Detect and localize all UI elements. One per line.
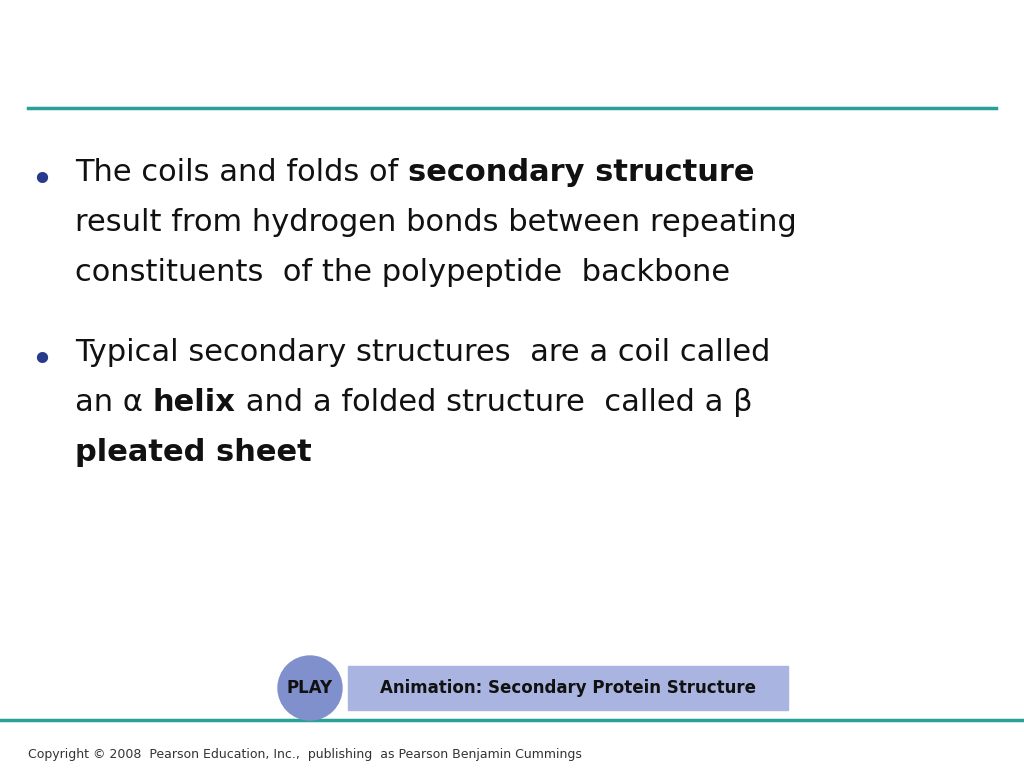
Text: Animation: Secondary Protein Structure: Animation: Secondary Protein Structure: [380, 679, 756, 697]
Text: The coils and folds of: The coils and folds of: [75, 158, 408, 187]
FancyBboxPatch shape: [348, 666, 788, 710]
Text: constituents  of the polypeptide  backbone: constituents of the polypeptide backbone: [75, 258, 730, 287]
Text: and a folded structure  called a β: and a folded structure called a β: [236, 388, 752, 417]
Text: •: •: [31, 342, 53, 380]
Text: an α: an α: [75, 388, 153, 417]
Text: helix: helix: [153, 388, 236, 417]
Text: secondary structure: secondary structure: [408, 158, 755, 187]
Text: Typical secondary structures  are a coil called: Typical secondary structures are a coil …: [75, 338, 770, 367]
Text: result from hydrogen bonds between repeating: result from hydrogen bonds between repea…: [75, 208, 797, 237]
Text: •: •: [31, 162, 53, 200]
Circle shape: [278, 656, 342, 720]
Text: Copyright © 2008  Pearson Education, Inc.,  publishing  as Pearson Benjamin Cumm: Copyright © 2008 Pearson Education, Inc.…: [28, 748, 582, 761]
Text: pleated sheet: pleated sheet: [75, 438, 311, 467]
Text: PLAY: PLAY: [287, 679, 333, 697]
